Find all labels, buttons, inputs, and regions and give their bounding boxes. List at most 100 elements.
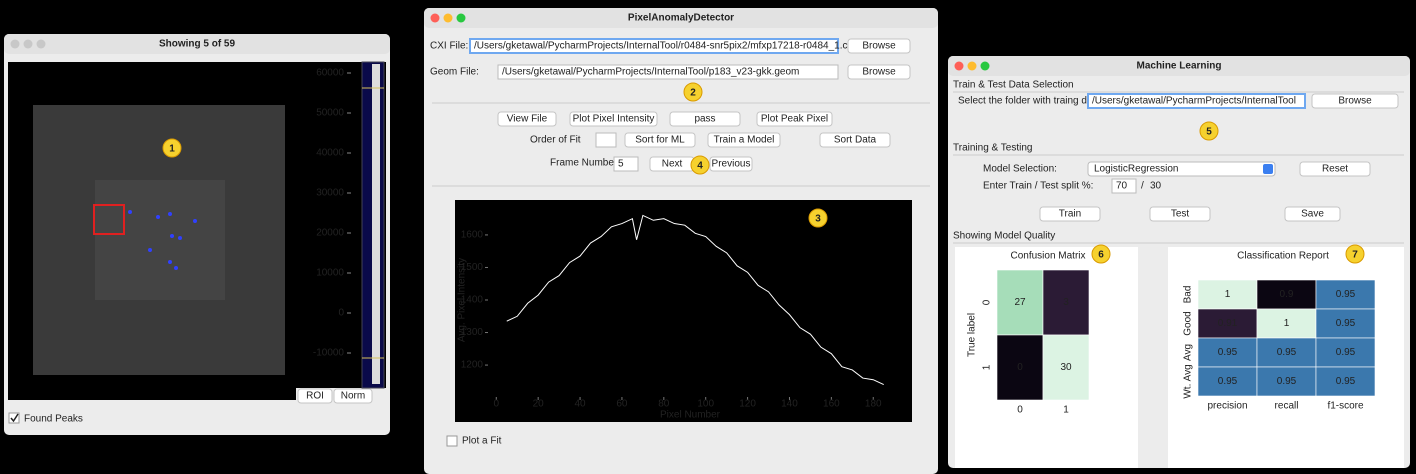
- x-tick-label: 0: [494, 399, 500, 410]
- badge-number: 5: [1206, 127, 1212, 138]
- peak-marker: [168, 212, 172, 216]
- col-label: f1-score: [1327, 401, 1364, 412]
- peak-marker: [170, 234, 174, 238]
- page: Showing 5 of 591600005000040000300002000…: [0, 0, 1416, 474]
- colorbar-tick-label: 0: [338, 308, 344, 319]
- button-label: Save: [1301, 209, 1324, 220]
- x-tick-label: 180: [865, 399, 882, 410]
- colorbar-tick-label: -10000: [313, 348, 345, 359]
- button-label: Train: [1059, 209, 1081, 220]
- cell-value: 0.95: [1336, 289, 1356, 300]
- cell-value: 0: [1017, 362, 1023, 373]
- x-tick-label: 20: [533, 399, 545, 410]
- row-label: Avg: [1183, 344, 1194, 361]
- button-label: ROI: [306, 391, 324, 402]
- cell-value: 0.95: [1218, 376, 1238, 387]
- x-tick-label: 40: [574, 399, 586, 410]
- button-label: Sort Data: [834, 135, 877, 146]
- plot-area: [455, 200, 912, 422]
- badge-number: 4: [697, 161, 703, 172]
- row-label: Bad: [1183, 286, 1194, 304]
- cell-value: 1: [1284, 318, 1290, 329]
- field-label: Model Selection:: [983, 164, 1057, 175]
- cell-value: 0.9: [1280, 289, 1294, 300]
- row-label: Wt. Avg: [1183, 364, 1194, 398]
- x-tick-label: 120: [739, 399, 756, 410]
- button-label: Browse: [1338, 96, 1372, 107]
- window-title: PixelAnomalyDetector: [628, 13, 734, 24]
- badge-number: 7: [1352, 250, 1358, 261]
- colorbar-tick-label: 50000: [316, 108, 344, 119]
- x-axis-label: Pixel Number: [660, 410, 721, 421]
- colorbar-gradient: [372, 64, 380, 384]
- cell-value: 0.95: [1277, 347, 1297, 358]
- cell-value: 0.95: [1218, 347, 1238, 358]
- checkbox-label: Plot a Fit: [462, 436, 502, 447]
- cell-value: 0.91: [1218, 318, 1238, 329]
- x-tick-label: 140: [781, 399, 798, 410]
- text-input[interactable]: [596, 133, 616, 147]
- peak-marker: [148, 248, 152, 252]
- checkbox[interactable]: [447, 436, 457, 446]
- colorbar-tick-label: 20000: [316, 228, 344, 239]
- badge-number: 1: [169, 144, 175, 155]
- window-control[interactable]: [968, 62, 977, 71]
- cell-value: 1: [1225, 289, 1231, 300]
- peak-marker: [156, 215, 160, 219]
- window-control[interactable]: [37, 40, 46, 49]
- section-title: Train & Test Data Selection: [953, 80, 1074, 91]
- col-label: precision: [1207, 401, 1247, 412]
- button-label: Browse: [862, 41, 896, 52]
- window-control[interactable]: [11, 40, 20, 49]
- x-tick-label: 100: [697, 399, 714, 410]
- col-label: 0: [1017, 405, 1023, 416]
- input-value: 70: [1116, 181, 1128, 192]
- button-label: Browse: [862, 67, 896, 78]
- dropdown-value: LogisticRegression: [1094, 164, 1179, 175]
- badge-number: 3: [815, 214, 821, 225]
- window-control[interactable]: [457, 14, 466, 23]
- cell-value: 3: [1063, 297, 1069, 308]
- colorbar-tick-label: 30000: [316, 188, 344, 199]
- cell-value: 0.95: [1336, 376, 1356, 387]
- button-label: Previous: [712, 159, 751, 170]
- button-label: Test: [1171, 209, 1190, 220]
- button-label: Norm: [341, 391, 365, 402]
- button-label: View File: [507, 114, 548, 125]
- field-label: 30: [1150, 181, 1162, 192]
- detector-panel: [95, 180, 225, 300]
- cell-value: 30: [1060, 362, 1072, 373]
- peak-marker: [178, 236, 182, 240]
- input-value: /Users/gketawal/PycharmProjects/Internal…: [474, 41, 855, 52]
- cell-value: 0.95: [1336, 347, 1356, 358]
- section-title: Showing Model Quality: [953, 231, 1055, 242]
- button-label: Plot Peak Pixel: [761, 114, 828, 125]
- col-label: 1: [1063, 405, 1069, 416]
- window-control[interactable]: [444, 14, 453, 23]
- window-control[interactable]: [955, 62, 964, 71]
- x-tick-label: 80: [658, 399, 670, 410]
- window-control[interactable]: [431, 14, 440, 23]
- x-tick-label: 160: [823, 399, 840, 410]
- row-label: Good: [1183, 311, 1194, 335]
- input-value: 5: [618, 159, 624, 170]
- window-control[interactable]: [24, 40, 33, 49]
- badge-number: 2: [690, 88, 696, 99]
- screen: Showing 5 of 591600005000040000300002000…: [0, 0, 1416, 474]
- field-label: Frame Number: [550, 158, 618, 169]
- button-label: Reset: [1322, 164, 1348, 175]
- y-axis-label: Avg. Pixel Intensity: [457, 258, 468, 342]
- peak-marker: [193, 219, 197, 223]
- x-tick-label: 60: [616, 399, 628, 410]
- peak-marker: [128, 210, 132, 214]
- cell-value: 0.95: [1336, 318, 1356, 329]
- dropdown-arrow: [1263, 164, 1273, 174]
- colorbar-tick-label: 60000: [316, 68, 344, 79]
- window-control[interactable]: [981, 62, 990, 71]
- row-label: 0: [982, 299, 993, 305]
- button-label: Plot Pixel Intensity: [573, 114, 655, 125]
- chart-title: Classification Report: [1237, 251, 1329, 262]
- colorbar-tick-label: 10000: [316, 268, 344, 279]
- row-label: 1: [982, 364, 993, 370]
- colorbar-tick-label: 40000: [316, 148, 344, 159]
